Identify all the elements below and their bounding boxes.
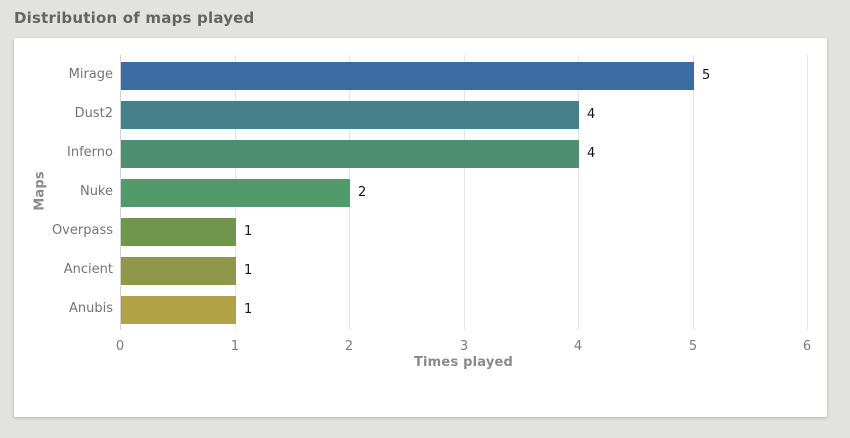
y-tick-label-inferno: Inferno [67, 145, 113, 160]
bar-value-label-inferno: 4 [587, 146, 596, 161]
x-tick-label: 6 [802, 339, 812, 354]
gridline [578, 55, 579, 330]
y-tick-label-overpass: Overpass [51, 223, 113, 238]
bar-anubis [121, 296, 236, 324]
x-axis-title: Times played [413, 355, 514, 370]
y-tick-label-dust2: Dust2 [74, 106, 113, 121]
y-tick-label-nuke: Nuke [79, 184, 113, 199]
plot-area: 0 1 2 3 4 5 6 Mirage 5 Dust2 4 Inferno 4 Nuke 2 Overpas… [52, 55, 820, 354]
gridline [693, 55, 694, 330]
y-tick-label-ancient: Ancient [63, 262, 113, 277]
bar-value-label-overpass: 1 [244, 224, 253, 239]
x-tick-label: 0 [115, 339, 125, 354]
bar-nuke [121, 179, 350, 207]
y-tick-label-mirage: Mirage [68, 67, 113, 82]
x-tick-label: 4 [573, 339, 583, 354]
x-tick-label: 2 [344, 339, 354, 354]
y-tick-label-anubis: Anubis [68, 301, 113, 316]
bar-value-label-ancient: 1 [244, 263, 253, 278]
bar-value-label-mirage: 5 [702, 68, 711, 83]
x-tick-label: 1 [230, 339, 240, 354]
gridline [807, 55, 808, 330]
bar-overpass [121, 218, 236, 246]
bar-value-label-anubis: 1 [244, 302, 253, 317]
gridline [464, 55, 465, 330]
bar-dust2 [121, 101, 579, 129]
x-tick-label: 5 [688, 339, 698, 354]
bar-value-label-dust2: 4 [587, 107, 596, 122]
x-tick-label: 3 [459, 339, 469, 354]
bar-inferno [121, 140, 579, 168]
bar-mirage [121, 62, 694, 90]
bar-ancient [121, 257, 236, 285]
bar-value-label-nuke: 2 [358, 185, 367, 200]
y-axis-line [120, 55, 121, 330]
page-title: Distribution of maps played [14, 9, 255, 27]
chart-card: Maps 0 1 2 3 4 5 6 Mirage 5 Dust2 4 Inferno 4 Nuke 2 Ov… [14, 38, 827, 417]
